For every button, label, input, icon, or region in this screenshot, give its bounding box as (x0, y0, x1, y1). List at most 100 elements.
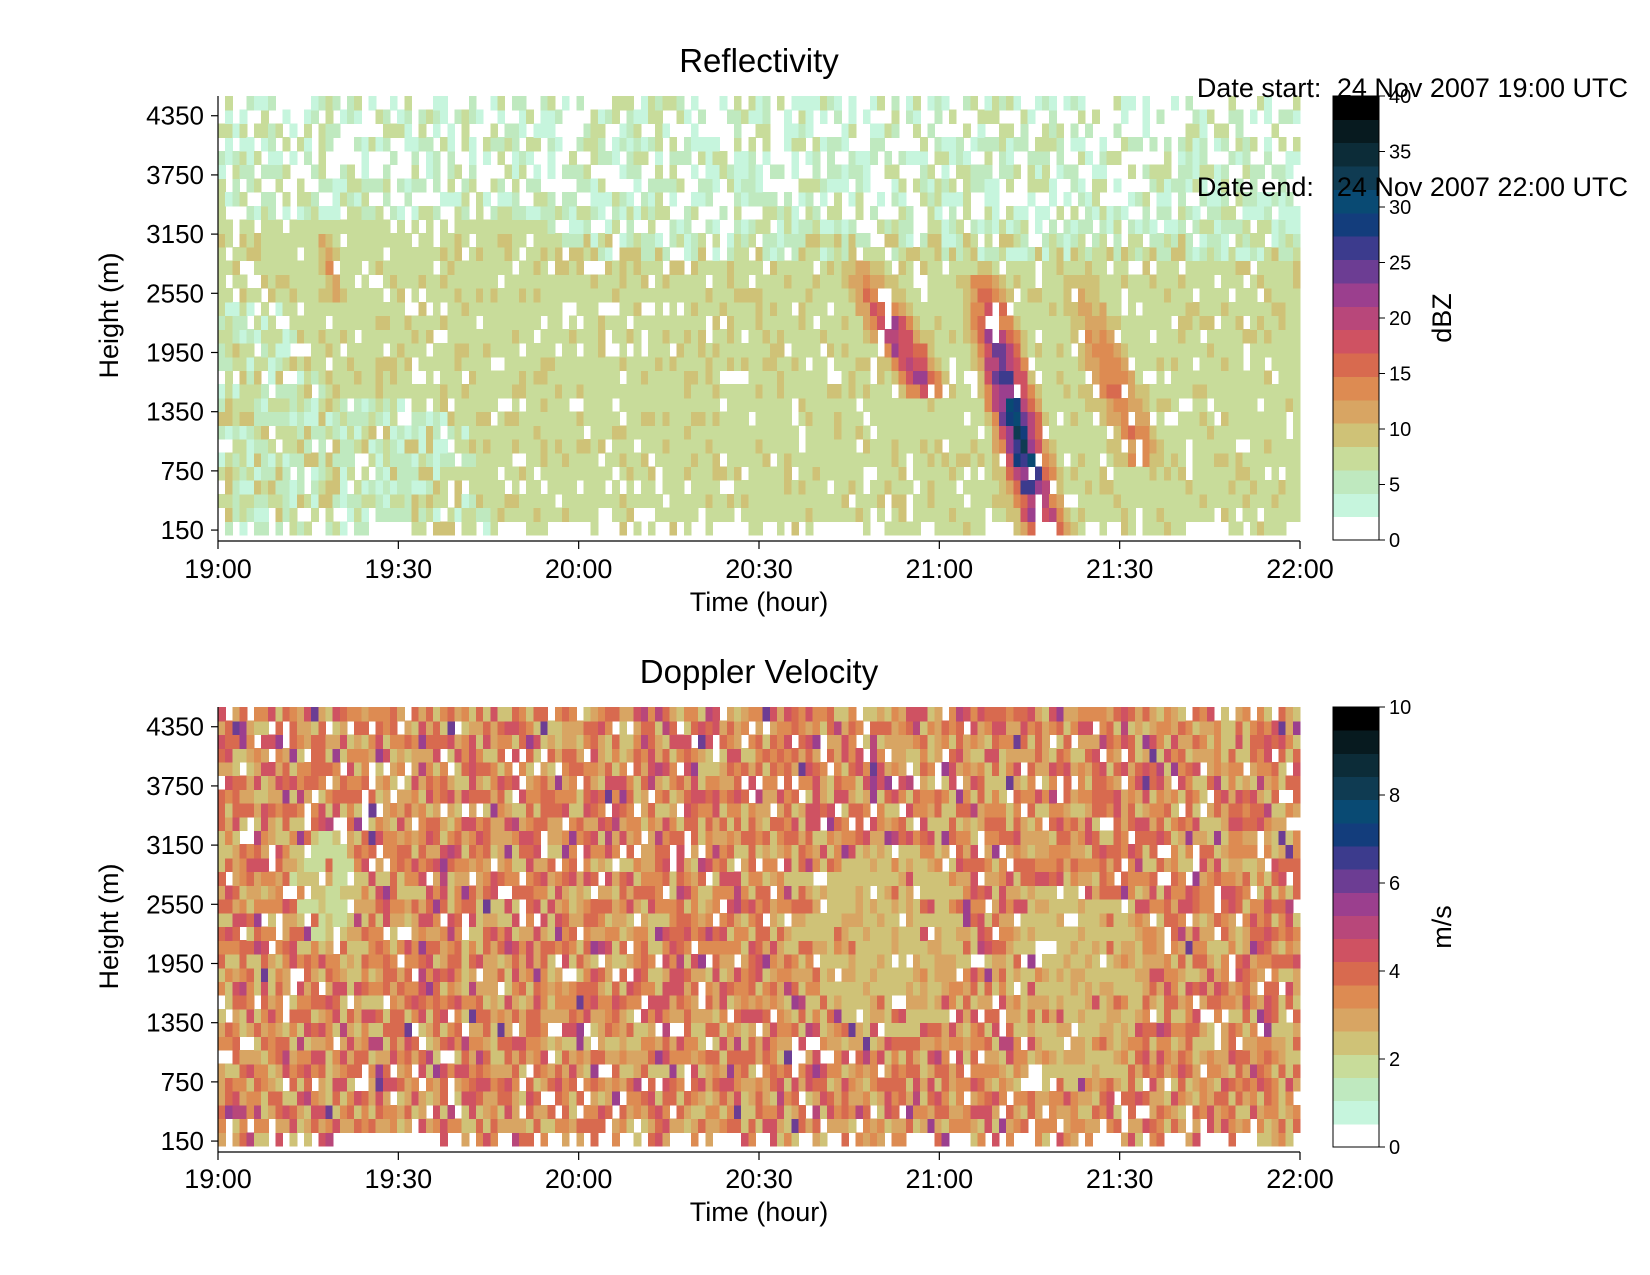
colorbar-tick-label: 15 (1389, 364, 1411, 386)
colorbar-level (1333, 822, 1379, 847)
colorbar-label: dBZ (1427, 293, 1457, 343)
colorbar-level (1333, 776, 1379, 801)
colorbar-level (1333, 96, 1379, 120)
colorbar-level (1333, 1077, 1379, 1102)
colorbar-level (1333, 469, 1379, 494)
x-tick-label: 20:00 (545, 554, 613, 584)
colorbar-level (1333, 399, 1379, 424)
y-axis-label: Height (m) (94, 252, 124, 378)
colorbar-level (1333, 493, 1379, 518)
colorbar-tick-label: 35 (1389, 142, 1411, 164)
colorbar: 0 5 10 15 20 25 30 35 40 dBZ (1332, 86, 1457, 552)
y-tick-label: 2550 (146, 278, 204, 308)
colorbar-frame (1332, 706, 1380, 1148)
colorbar-tick-label: 10 (1389, 419, 1411, 441)
date-end-label: Date end: (1196, 172, 1314, 202)
colorbar-level (1333, 1123, 1379, 1148)
colorbar-level (1333, 707, 1379, 731)
y-tick-label: 1350 (146, 397, 204, 427)
colorbar-tick-label: 0 (1389, 530, 1400, 552)
chart-title: Reflectivity (679, 42, 839, 79)
colorbar-tick-label: 2 (1389, 1049, 1400, 1071)
y-tick-label: 750 (161, 1067, 204, 1097)
colorbar-level (1333, 306, 1379, 331)
x-tick-label: 21:00 (906, 1164, 974, 1194)
y-tick-label: 3150 (146, 830, 204, 860)
y-tick-label: 150 (161, 515, 204, 545)
colorbar-level (1333, 376, 1379, 401)
colorbar-level (1333, 446, 1379, 471)
colorbar-level (1333, 516, 1379, 541)
colorbar-tick-label: 30 (1389, 197, 1411, 219)
date-start-label: Date start: (1196, 73, 1322, 103)
y-tick-label: 2550 (146, 889, 204, 919)
colorbar-level (1333, 212, 1379, 237)
heatmap-cells (218, 96, 1301, 536)
y-axis-label: Height (m) (94, 863, 124, 989)
colorbar-level (1333, 915, 1379, 940)
date-start-line: Date start: 24 Nov 2007 19:00 UTC (1197, 72, 1628, 105)
colorbar-tick-label: 40 (1389, 86, 1411, 108)
colorbar-level (1333, 236, 1379, 261)
colorbar-level (1333, 423, 1379, 448)
colorbar-tick-label: 8 (1389, 785, 1400, 807)
doppler-velocity-panel: 150 750 1350 1950 2550 3150 3750 4350 19:00 19:30… (94, 653, 1457, 1227)
date-start-value: 24 Nov 2007 19:00 UTC (1336, 73, 1628, 103)
y-tick-label: 1950 (146, 948, 204, 978)
y-tick-label: 3750 (146, 771, 204, 801)
colorbar-tick-label: 6 (1389, 873, 1400, 895)
colorbar-level (1333, 119, 1379, 144)
colorbar: 0 2 4 6 8 10 m/s (1332, 697, 1457, 1159)
y-tick-label: 750 (161, 456, 204, 486)
colorbar-level (1333, 938, 1379, 963)
colorbar-label: m/s (1427, 905, 1457, 949)
colorbar-tick-label: 5 (1389, 475, 1400, 497)
y-tick-label: 1350 (146, 1008, 204, 1038)
x-tick-label: 19:00 (184, 1164, 252, 1194)
colorbar-level (1333, 869, 1379, 893)
heatmap-cells (218, 707, 1301, 1147)
date-info: Date start: 24 Nov 2007 19:00 UTC Date e… (1197, 6, 1628, 237)
x-tick-label: 20:30 (725, 1164, 793, 1194)
colorbar-level (1333, 961, 1379, 986)
y-tick-label: 4350 (146, 101, 204, 131)
x-tick-label: 20:00 (545, 1164, 613, 1194)
x-tick-label: 21:30 (1086, 1164, 1154, 1194)
colorbar-level (1333, 142, 1379, 167)
x-axis-label: Time (hour) (690, 1197, 829, 1227)
x-tick-label: 21:30 (1086, 554, 1154, 584)
colorbar-level (1333, 166, 1379, 190)
colorbar-level (1333, 799, 1379, 824)
date-end-value: 24 Nov 2007 22:00 UTC (1336, 172, 1628, 202)
chart-title: Doppler Velocity (640, 653, 879, 690)
x-axis-label: Time (hour) (690, 587, 829, 617)
date-end-line: Date end: 24 Nov 2007 22:00 UTC (1197, 171, 1628, 204)
y-tick-label: 150 (161, 1126, 204, 1156)
colorbar-level (1333, 892, 1379, 916)
colorbar-tick-label: 0 (1389, 1137, 1400, 1159)
colorbar-level (1333, 845, 1379, 870)
colorbar-level (1333, 730, 1379, 754)
colorbar-level (1333, 282, 1379, 307)
x-tick-label: 22:00 (1266, 1164, 1334, 1194)
colorbar-level (1333, 189, 1379, 214)
x-tick-label: 19:00 (184, 554, 252, 584)
colorbar-level (1333, 259, 1379, 284)
y-tick-label: 3750 (146, 160, 204, 190)
colorbar-level (1333, 753, 1379, 777)
y-tick-label: 1950 (146, 337, 204, 367)
x-tick-label: 19:30 (365, 554, 433, 584)
x-tick-label: 20:30 (725, 554, 793, 584)
colorbar-level (1333, 353, 1379, 377)
colorbar-level (1333, 984, 1379, 1009)
colorbar-level (1333, 1100, 1379, 1125)
colorbar-level (1333, 1054, 1379, 1079)
y-tick-label: 4350 (146, 712, 204, 742)
x-tick-label: 22:00 (1266, 554, 1334, 584)
colorbar-tick-label: 25 (1389, 253, 1411, 275)
colorbar-tick-label: 4 (1389, 961, 1400, 983)
colorbar-tick-label: 20 (1389, 308, 1411, 330)
x-tick-label: 21:00 (906, 554, 974, 584)
